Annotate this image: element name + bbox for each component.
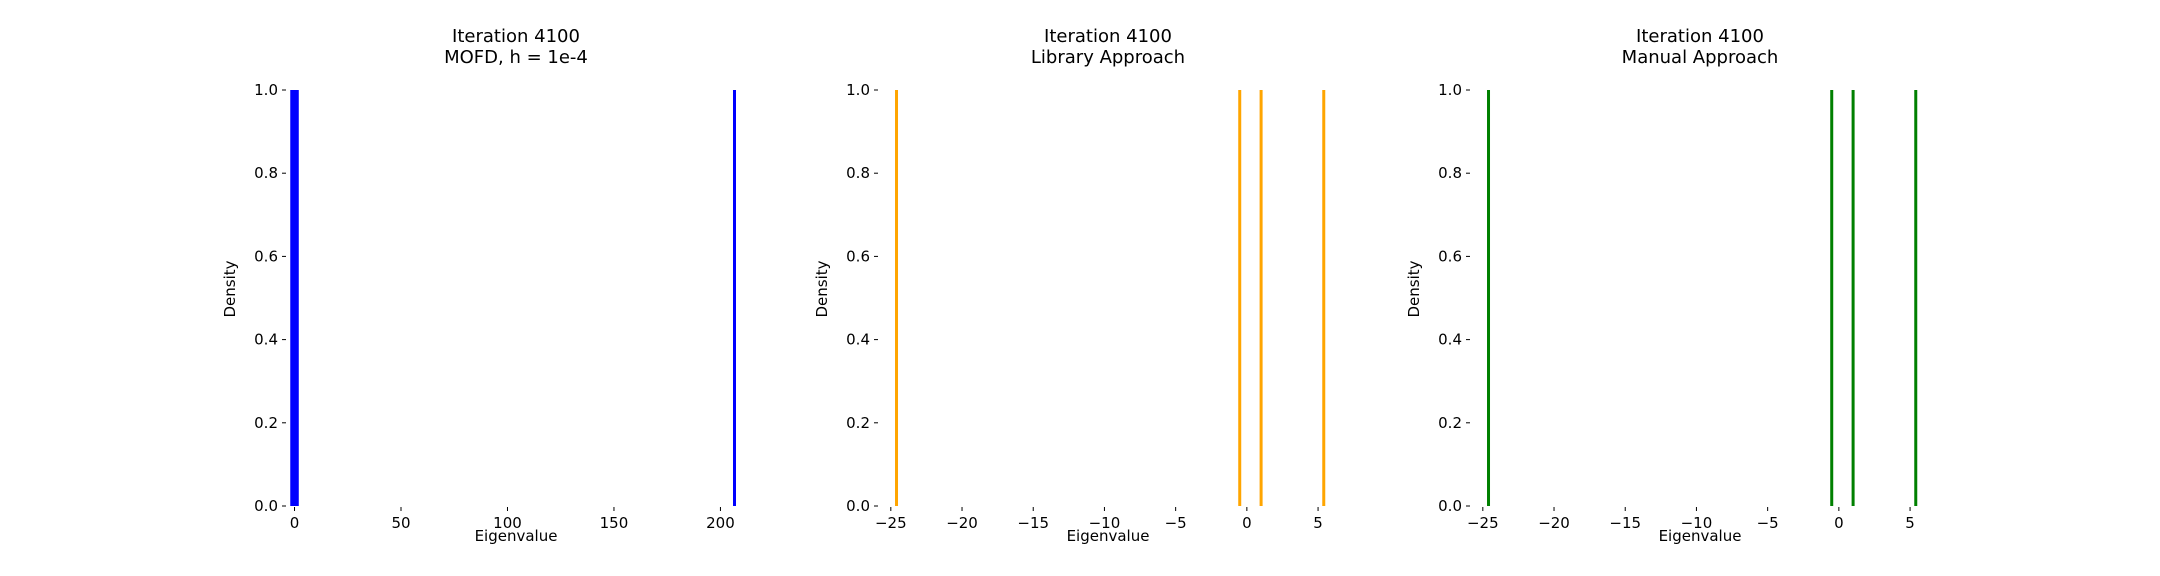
y-tick-label: 0.4 <box>254 331 278 349</box>
y-tick-label: 0.6 <box>846 247 870 265</box>
y-tick-label: 0.4 <box>846 331 870 349</box>
x-tick-label: 5 <box>1313 514 1323 532</box>
y-tick-label: 1.0 <box>846 81 870 99</box>
x-tick-label: −25 <box>1467 514 1499 532</box>
y-tick-label: 0.6 <box>1438 247 1462 265</box>
histogram-bar <box>1487 90 1491 506</box>
x-tick-label: −5 <box>1757 514 1779 532</box>
histogram-bar <box>1914 90 1918 506</box>
histogram-bar <box>290 90 299 506</box>
plot-area: 0.0 0.2 0.4 0.6 0.8 1.0 −25 −20 −15 −10 −5 0 5 <box>846 81 1326 532</box>
y-tick-label: 0.0 <box>1438 497 1462 515</box>
chart-subtitle: Library Approach <box>1031 47 1185 68</box>
chart-subtitle: Manual Approach <box>1622 47 1779 68</box>
x-tick-label: 100 <box>493 514 522 532</box>
y-axis-label: Density <box>813 260 831 317</box>
y-tick-label: 0.0 <box>846 497 870 515</box>
y-tick-label: 0.2 <box>846 414 870 432</box>
x-tick-label: −10 <box>1089 514 1121 532</box>
x-tick-label: −20 <box>1538 514 1570 532</box>
x-tick-label: 5 <box>1905 514 1915 532</box>
chart-subtitle: MOFD, h = 1e-4 <box>444 47 588 68</box>
y-tick-label: 1.0 <box>1438 81 1462 99</box>
x-tick-label: 200 <box>706 514 735 532</box>
x-axis-label: Eigenvalue <box>1659 527 1742 545</box>
y-tick-label: 0.2 <box>254 414 278 432</box>
x-tick-label: −15 <box>1017 514 1049 532</box>
plot-area: 0.0 0.2 0.4 0.6 0.8 1.0 −25 −20 −15 −10 −5 0 5 <box>1438 81 1918 532</box>
y-axis-label: Density <box>221 260 239 317</box>
chart-title: Iteration 4100 <box>452 26 580 47</box>
x-axis-label: Eigenvalue <box>1067 527 1150 545</box>
y-tick-label: 0.2 <box>1438 414 1462 432</box>
chart-title: Iteration 4100 <box>1636 26 1764 47</box>
x-tick-label: 150 <box>600 514 629 532</box>
y-tick-label: 0.6 <box>254 247 278 265</box>
histogram-bar <box>895 90 899 506</box>
x-axis-label: Eigenvalue <box>475 527 558 545</box>
x-tick-label: −10 <box>1681 514 1713 532</box>
histogram-bar <box>733 90 736 506</box>
histogram-bar <box>1830 90 1834 506</box>
plot-area: 0.0 0.2 0.4 0.6 0.8 1.0 0 50 100 150 200 <box>254 81 736 532</box>
x-tick-label: −15 <box>1609 514 1641 532</box>
y-tick-label: 0.8 <box>846 164 870 182</box>
chart-title: Iteration 4100 <box>1044 26 1172 47</box>
x-tick-label: 0 <box>290 514 300 532</box>
y-tick-label: 0.8 <box>1438 164 1462 182</box>
y-tick-label: 0.8 <box>254 164 278 182</box>
x-tick-label: −5 <box>1165 514 1187 532</box>
x-tick-label: 0 <box>1242 514 1252 532</box>
chart-panel-library: Iteration 4100 Library Approach Eigenval… <box>813 26 1326 545</box>
x-tick-label: −25 <box>875 514 907 532</box>
x-tick-label: −20 <box>946 514 978 532</box>
chart-panel-manual: Iteration 4100 Manual Approach Eigenvalu… <box>1405 26 1918 545</box>
histogram-bar <box>1238 90 1242 506</box>
y-tick-label: 1.0 <box>254 81 278 99</box>
y-axis-label: Density <box>1405 260 1423 317</box>
histogram-bar <box>1259 90 1263 506</box>
y-tick-label: 0.0 <box>254 497 278 515</box>
y-tick-label: 0.4 <box>1438 331 1462 349</box>
histogram-bar <box>1322 90 1326 506</box>
x-tick-label: 0 <box>1834 514 1844 532</box>
histogram-bar <box>1851 90 1855 506</box>
x-tick-label: 50 <box>391 514 410 532</box>
chart-panel-mofd: Iteration 4100 MOFD, h = 1e-4 Eigenvalue… <box>221 26 736 545</box>
